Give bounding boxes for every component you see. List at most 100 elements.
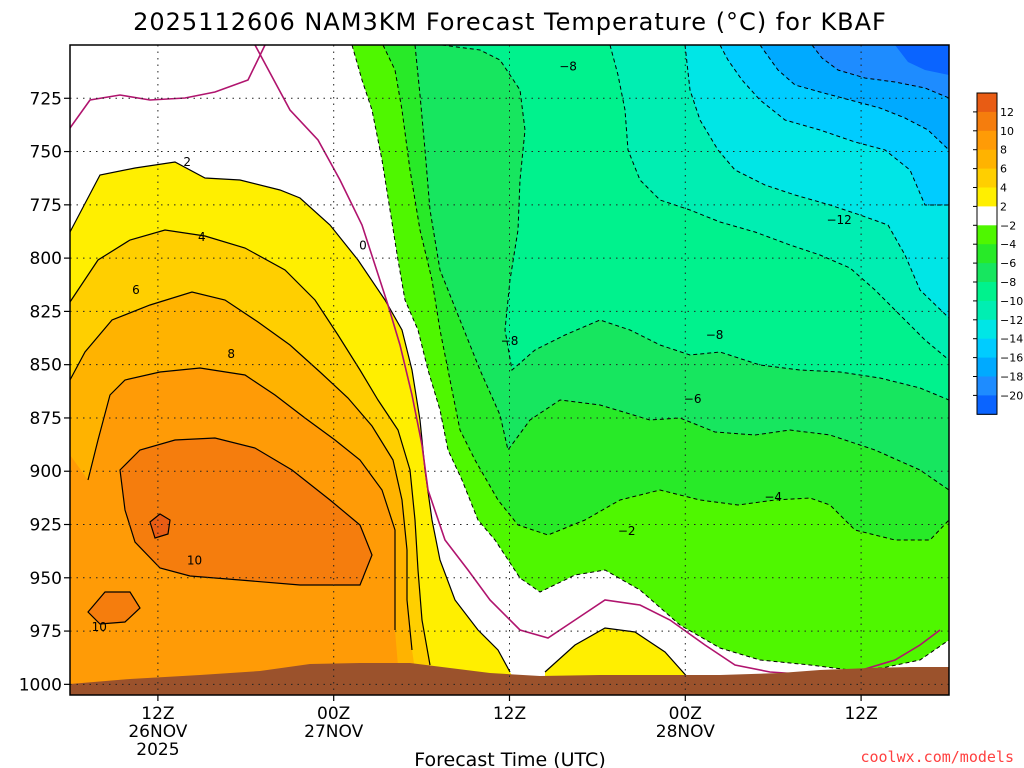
colorbar-swatch <box>977 357 997 377</box>
colorbar-swatch <box>977 225 997 245</box>
colorbar-swatch <box>977 130 997 151</box>
contour-label: 8 <box>227 347 235 361</box>
fill-band-below-neg20 <box>895 45 949 75</box>
colorbar-frame <box>976 92 998 415</box>
contour-neg6 <box>414 45 949 491</box>
y-tick-label: 1000 <box>19 675 62 695</box>
colorbar-swatch <box>977 300 997 321</box>
x-tick-label: 27NOV <box>304 722 363 742</box>
y-tick-label: 950 <box>30 569 62 589</box>
colorbar-swatch <box>977 282 997 302</box>
colorbar-swatch <box>977 93 997 113</box>
contour-2-lower <box>544 627 691 681</box>
contour-10 <box>119 437 373 586</box>
colorbar-swatch <box>977 149 997 170</box>
y-tick-label: 725 <box>30 89 62 109</box>
y-axis: 725 750 775 800 825 850 875 900 925 950 975 1000 <box>19 89 70 695</box>
contour-label: −8 <box>559 59 577 73</box>
x-tick-label: 00Z <box>317 704 350 724</box>
x-tick-label: 12Z <box>141 704 174 724</box>
contour-neg14 <box>719 45 949 206</box>
contour-label: −4 <box>764 490 782 504</box>
y-tick-label: 900 <box>30 462 62 482</box>
y-tick-label: 925 <box>30 516 62 536</box>
colorbar-swatch <box>977 206 997 226</box>
contour-neg8 <box>441 45 949 401</box>
contour-label: 0 <box>359 238 367 252</box>
contour-label: 2 <box>183 155 191 169</box>
contour-neg4 <box>382 45 949 541</box>
fill-band-2-4-lower <box>545 628 690 690</box>
fill-band-10-12 <box>120 438 372 585</box>
colorbar-swatch <box>977 111 997 132</box>
contour-neg18 <box>811 45 949 99</box>
contour-label: 4 <box>198 230 206 244</box>
fill-band-10-12-small <box>88 592 140 624</box>
colorbar-label: −12 <box>1000 314 1023 327</box>
colorbar-swatch <box>977 168 997 188</box>
contour-neg16 <box>759 45 949 151</box>
x-tick-label: 12Z <box>844 704 877 724</box>
contour-label: −2 <box>618 524 636 538</box>
colorbar-label: 8 <box>1000 144 1007 157</box>
contour-2 <box>70 161 511 673</box>
contour-label: −8 <box>706 328 724 342</box>
y-tick-label: 800 <box>30 249 62 269</box>
y-tick-label: 825 <box>30 302 62 322</box>
credit-text: coolwx.com/models <box>860 748 1014 766</box>
colorbar-label: −2 <box>1000 219 1016 232</box>
colorbar: 12 10 8 6 4 2 −2 −4 −6 −8 −10 −12 −14 −16 −18 −20 <box>973 92 1023 415</box>
x-tick-label: 00Z <box>669 704 702 724</box>
contour-neg12 <box>684 45 949 319</box>
below-ground <box>70 663 949 695</box>
contour-label: −6 <box>684 392 702 406</box>
colorbar-swatch <box>977 319 997 340</box>
colorbar-label: −18 <box>1000 371 1023 384</box>
contour-8 <box>87 367 396 630</box>
contour-neg10 <box>609 45 949 361</box>
contour-label: 10 <box>187 554 202 568</box>
y-tick-label: 850 <box>30 356 62 376</box>
colorbar-swatch <box>977 263 997 283</box>
colorbar-swatch <box>977 395 997 415</box>
chart-title: 2025112606 NAM3KM Forecast Temperature (… <box>133 8 887 36</box>
contour-0 <box>70 45 266 129</box>
x-tick-label: 2025 <box>136 740 179 760</box>
colorbar-label: 2 <box>1000 200 1007 213</box>
contour-label: 6 <box>132 283 140 297</box>
y-tick-label: 875 <box>30 409 62 429</box>
x-tick-label: 28NOV <box>656 722 715 742</box>
colorbar-swatch <box>977 338 997 359</box>
y-tick-label: 975 <box>30 622 62 642</box>
contour-labels: 2 4 6 8 10 10 0 −8 −8 −8 −12 −6 −4 −2 <box>92 59 852 633</box>
contour-12 <box>149 513 171 539</box>
y-tick-label: 775 <box>30 196 62 216</box>
negative-contours <box>351 45 949 671</box>
colorbar-label: −6 <box>1000 257 1016 270</box>
contour-label: −8 <box>501 334 519 348</box>
contour-6 <box>70 291 413 651</box>
contour-label: −12 <box>826 213 851 227</box>
contour-4 <box>70 229 431 666</box>
colorbar-label: −16 <box>1000 352 1023 365</box>
fill-band-above-12 <box>150 514 170 538</box>
x-tick-label: 12Z <box>493 704 526 724</box>
contour-label: 10 <box>92 620 107 634</box>
colorbar-label: 4 <box>1000 182 1007 195</box>
colorbar-label: 6 <box>1000 163 1007 176</box>
x-tick-label: 26NOV <box>128 722 187 742</box>
colorbar-label: −20 <box>1000 389 1023 402</box>
colorbar-label: 10 <box>1000 125 1014 138</box>
colorbar-swatch <box>977 187 997 207</box>
colorbar-label: −10 <box>1000 295 1023 308</box>
y-tick-label: 750 <box>30 143 62 163</box>
colorbar-label: −14 <box>1000 333 1023 346</box>
colorbar-label: −4 <box>1000 238 1016 251</box>
x-axis-label: Forecast Time (UTC) <box>414 749 605 768</box>
positive-contours <box>70 161 691 681</box>
grid-lines <box>70 45 949 695</box>
plot-area: 2 4 6 8 10 10 0 −8 −8 −8 −12 −6 −4 −2 <box>70 45 949 695</box>
colorbar-swatch <box>977 244 997 264</box>
colorbar-swatch <box>977 376 997 396</box>
